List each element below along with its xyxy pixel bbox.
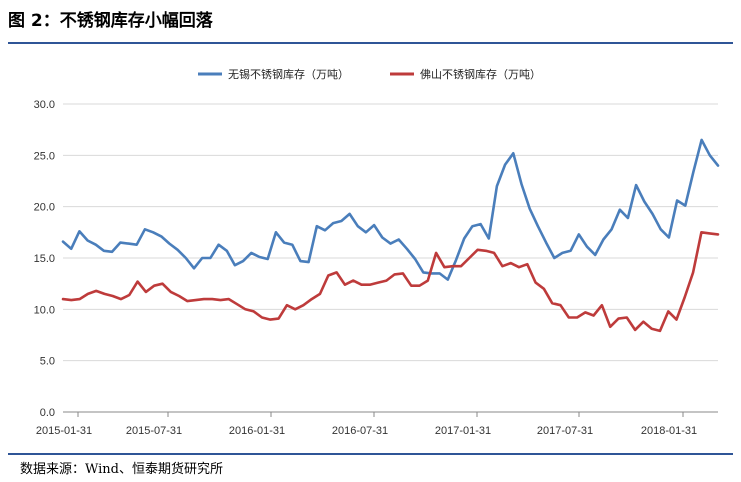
page-title: 图 2：不锈钢库存小幅回落: [8, 11, 213, 31]
series-line-wuxi: [61, 138, 720, 281]
x-axis: 2015-01-31 2015-07-31 2016-01-31 2016-07-31…: [36, 412, 697, 437]
x-tick-label: 2017-07-31: [537, 425, 593, 437]
y-tick-label: 25.0: [34, 150, 55, 162]
series-layer: [61, 138, 720, 333]
y-tick-label: 5.0: [40, 356, 55, 368]
x-tick-label: 2015-01-31: [36, 425, 92, 437]
y-tick-label: 0.0: [40, 407, 55, 419]
y-axis: 0.0 5.0 10.0 15.0 20.0 25.0 30.0: [34, 99, 55, 419]
y-tick-label: 30.0: [34, 99, 55, 111]
x-tick-label: 2016-01-31: [229, 425, 285, 437]
bottom-divider: [8, 453, 733, 455]
top-divider: [8, 42, 733, 44]
grid: [63, 103, 718, 413]
x-tick-label: 2016-07-31: [332, 425, 388, 437]
legend-label: 佛山不锈钢库存（万吨）: [420, 67, 541, 81]
x-tick-label: 2017-01-31: [435, 425, 491, 437]
y-tick-label: 15.0: [34, 253, 55, 265]
y-tick-label: 10.0: [34, 304, 55, 316]
legend-label: 无锡不锈钢库存（万吨）: [228, 67, 349, 81]
x-tick-label: 2015-07-31: [126, 425, 182, 437]
series-line-foshan: [61, 231, 720, 333]
stainless-inventory-chart: 无锡不锈钢库存（万吨） 佛山不锈钢库存（万吨） 0.0 5.0 10.0 15.0 20.…: [34, 67, 720, 437]
source-note: 数据来源：Wind、恒泰期货研究所: [20, 462, 223, 477]
legend: 无锡不锈钢库存（万吨） 佛山不锈钢库存（万吨）: [198, 67, 541, 81]
x-tick-label: 2018-01-31: [641, 425, 697, 437]
y-tick-label: 20.0: [34, 202, 55, 214]
